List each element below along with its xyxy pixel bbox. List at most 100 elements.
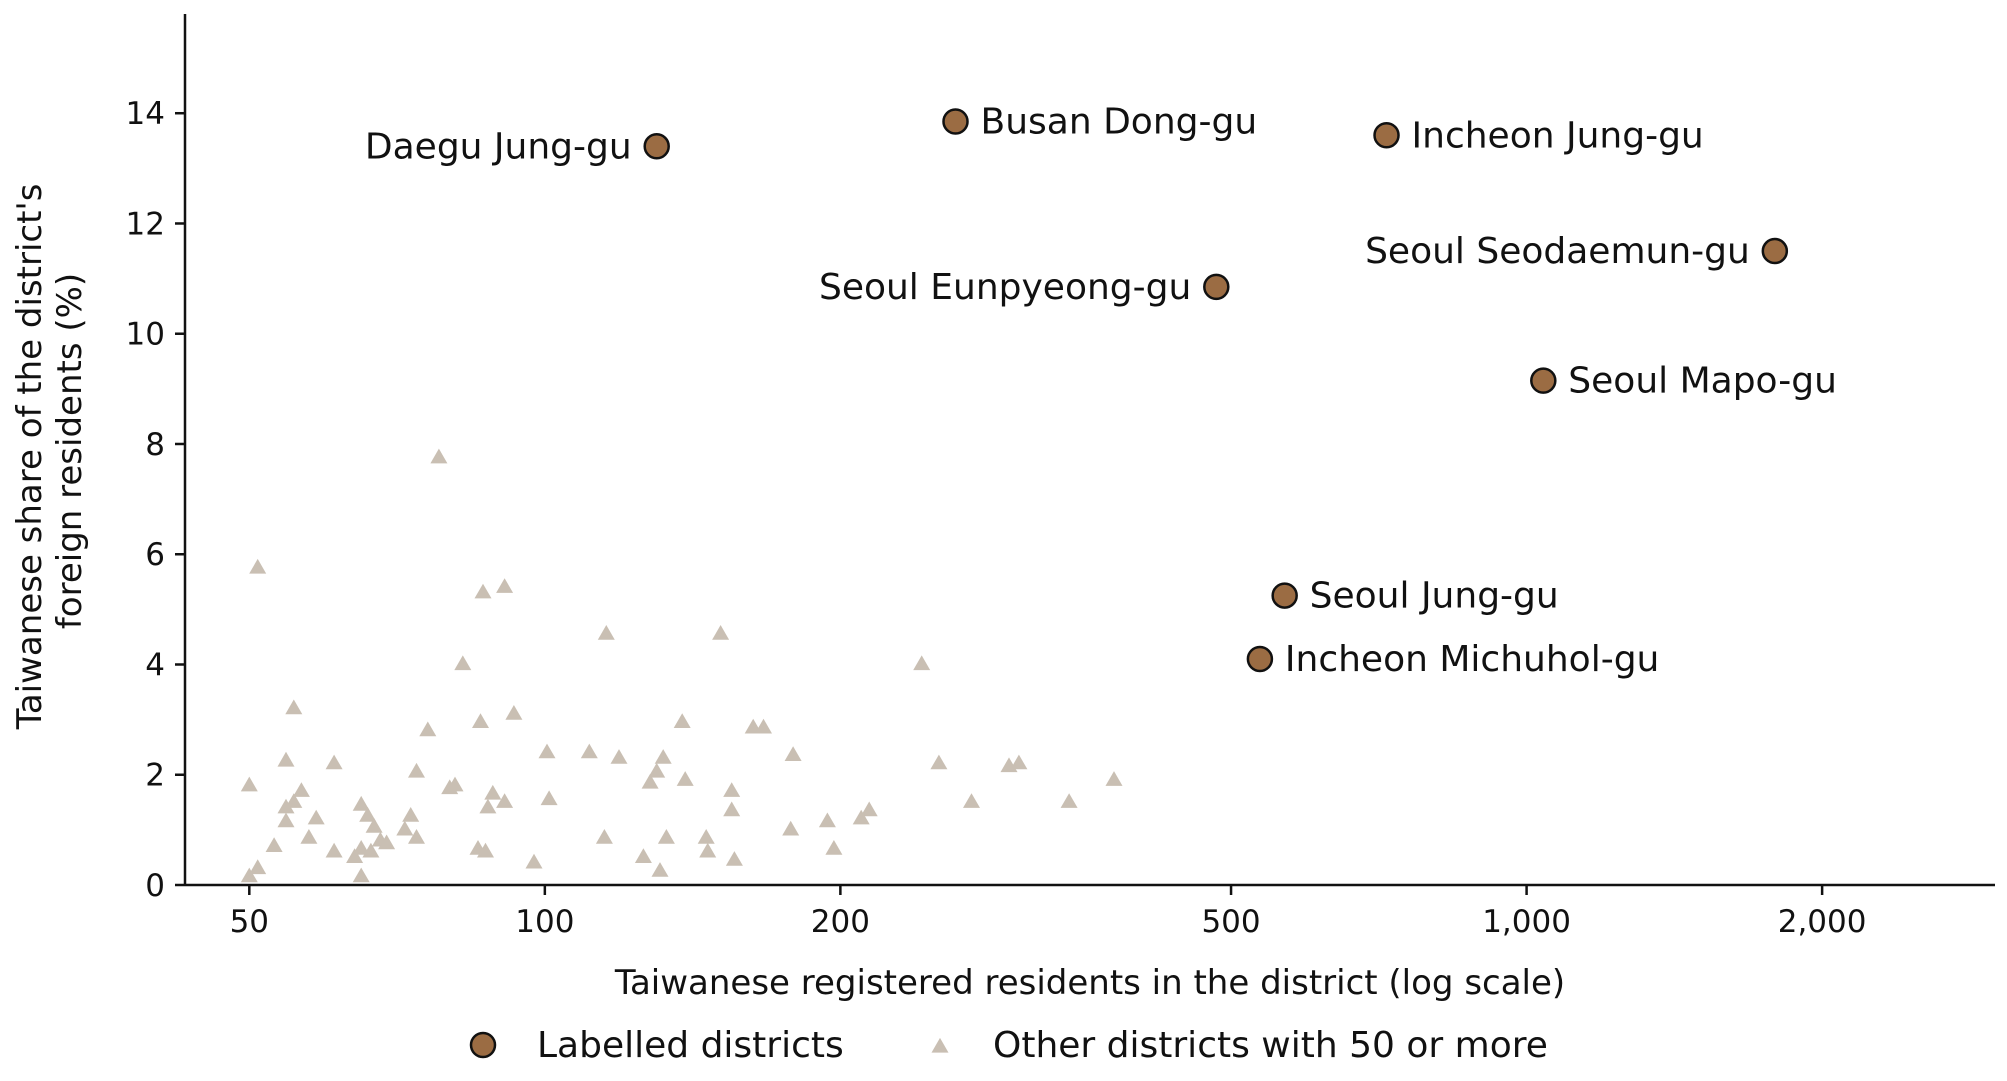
other-district-point xyxy=(641,773,659,789)
legend-triangle-marker xyxy=(931,1037,949,1053)
other-district-point xyxy=(712,625,730,640)
y-tick-label: 4 xyxy=(145,647,165,683)
labelled-district-point xyxy=(942,108,969,135)
other-district-point xyxy=(597,625,615,640)
other-district-point xyxy=(408,829,425,844)
x-tick-label: 2,000 xyxy=(1778,904,1867,940)
other-district-point xyxy=(474,583,492,599)
y-tick-label: 14 xyxy=(126,96,165,132)
other-district-point xyxy=(825,840,843,855)
other-district-point xyxy=(408,762,425,778)
other-districts-series xyxy=(240,448,1123,883)
other-district-point xyxy=(930,754,948,770)
y-tick-label: 10 xyxy=(126,317,165,353)
other-district-point xyxy=(362,842,380,858)
axes: 50 100 200 500 1,000 2,000 0 2 4 6 8 10 12 14 xyxy=(126,14,1995,940)
other-district-point xyxy=(699,842,717,858)
x-tick-label: 50 xyxy=(230,904,269,940)
other-district-point xyxy=(265,837,283,852)
district-label: Seoul Seodaemun-gu xyxy=(1365,231,1750,272)
other-district-point xyxy=(396,820,414,836)
other-district-point xyxy=(249,558,267,574)
other-district-point xyxy=(477,842,494,858)
other-district-point xyxy=(484,784,502,800)
other-district-point xyxy=(505,705,523,720)
x-axis-title: Taiwanese registered residents in the di… xyxy=(614,963,1565,1003)
other-district-point xyxy=(285,793,303,808)
labelled-district-point xyxy=(1373,122,1400,149)
district-label: Seoul Eunpyeong-gu xyxy=(819,267,1191,308)
district-label: Busan Dong-gu xyxy=(981,101,1258,142)
other-district-point xyxy=(346,848,364,863)
district-label: Incheon Jung-gu xyxy=(1412,115,1704,156)
other-district-point xyxy=(285,699,303,715)
other-district-point xyxy=(540,790,558,806)
other-district-point xyxy=(595,829,613,844)
other-district-point xyxy=(472,713,489,728)
other-district-point xyxy=(1105,771,1123,786)
other-district-point xyxy=(277,812,295,828)
other-district-point xyxy=(378,834,396,850)
other-district-point xyxy=(325,842,343,858)
legend: Labelled districts Other districts with … xyxy=(469,1025,1548,1066)
other-district-point xyxy=(300,829,318,844)
labelled-district-point xyxy=(1246,645,1274,673)
other-district-point xyxy=(240,776,258,792)
other-district-point xyxy=(307,809,325,825)
other-district-point xyxy=(538,743,556,759)
district-label: Incheon Michuhol-gu xyxy=(1285,639,1659,680)
legend-circle-marker xyxy=(469,1031,497,1059)
y-tick-label: 8 xyxy=(145,427,165,463)
y-axis-title-line-2: foreign residents (%) xyxy=(50,273,90,629)
other-district-point xyxy=(648,762,666,778)
y-tick-label: 12 xyxy=(126,206,165,242)
other-district-point xyxy=(352,840,370,855)
other-district-point xyxy=(782,820,800,836)
other-district-point xyxy=(240,867,258,883)
other-district-point xyxy=(676,771,694,786)
district-label: Daegu Jung-gu xyxy=(365,126,632,167)
labelled-district-point xyxy=(1761,237,1789,265)
legend-label-other: Other districts with 50 or more xyxy=(993,1025,1548,1066)
other-district-point xyxy=(352,795,370,811)
other-district-point xyxy=(634,848,652,863)
x-tick-label: 500 xyxy=(1201,904,1260,940)
y-axis-title: Taiwanese share of the district's foreig… xyxy=(10,173,90,731)
other-district-point xyxy=(496,578,514,593)
other-district-point xyxy=(419,721,437,737)
other-district-point xyxy=(673,713,691,728)
other-district-point xyxy=(454,655,472,671)
other-district-point xyxy=(365,818,383,833)
other-district-point xyxy=(651,862,669,877)
district-label: Seoul Jung-gu xyxy=(1310,576,1559,617)
other-district-point xyxy=(723,801,741,817)
x-tick-label: 200 xyxy=(811,904,870,940)
other-district-point xyxy=(277,751,295,767)
other-district-point xyxy=(525,853,543,869)
labelled-district-point xyxy=(643,133,670,160)
other-district-point xyxy=(292,782,310,797)
other-district-point xyxy=(430,448,448,464)
other-district-point xyxy=(913,655,931,671)
other-district-point xyxy=(818,812,836,828)
other-district-point xyxy=(860,801,878,817)
y-tick-label: 2 xyxy=(145,758,165,794)
labelled-districts-series: Daegu Jung-gu Busan Dong-gu Incheon Jung-g… xyxy=(365,101,1837,679)
other-district-point xyxy=(446,776,464,792)
labelled-district-point xyxy=(1530,367,1557,394)
other-district-point xyxy=(352,867,370,883)
y-ticks: 0 2 4 6 8 10 12 14 xyxy=(126,96,185,904)
other-district-point xyxy=(852,809,870,825)
other-district-point xyxy=(784,746,802,761)
y-tick-label: 6 xyxy=(145,537,165,573)
other-district-point xyxy=(697,829,715,844)
other-district-point xyxy=(359,807,377,822)
other-district-point xyxy=(755,718,772,734)
other-district-point xyxy=(325,754,343,770)
x-tick-label: 1,000 xyxy=(1482,904,1571,940)
x-tick-label: 100 xyxy=(515,904,574,940)
other-district-point xyxy=(496,793,514,808)
district-label: Seoul Mapo-gu xyxy=(1568,361,1837,402)
labelled-district-point xyxy=(1203,273,1230,301)
